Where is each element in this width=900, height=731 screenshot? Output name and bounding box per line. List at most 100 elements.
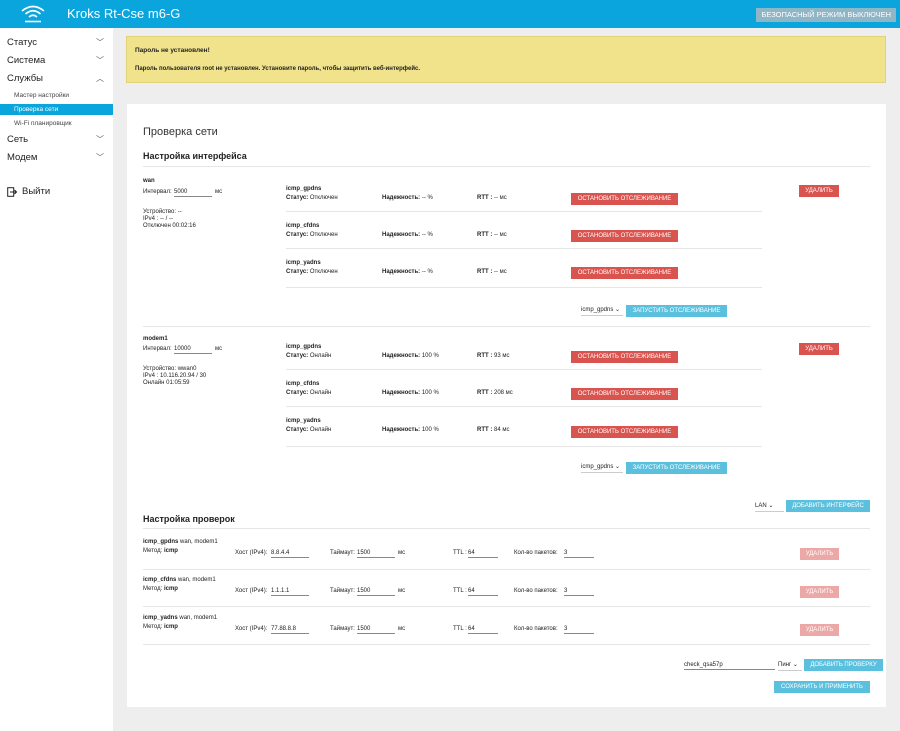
check-method: Метод: icmp bbox=[143, 586, 178, 592]
divider bbox=[286, 287, 762, 288]
save-apply-button[interactable]: СОХРАНИТЬ И ПРИМЕНИТЬ bbox=[774, 681, 870, 693]
host-label: Хост (IPv4): bbox=[235, 550, 268, 556]
check-name: icmp_gpdns bbox=[286, 344, 322, 350]
delete-check-button[interactable]: УДАЛИТЬ bbox=[800, 586, 839, 598]
check-reliability: Надежность: 100 % bbox=[382, 427, 439, 433]
host-input[interactable]: 77.88.8.8 bbox=[271, 625, 309, 634]
divider bbox=[143, 606, 870, 607]
divider bbox=[143, 326, 870, 327]
safe-mode-button[interactable]: БЕЗОПАСНЫЙ РЕЖИМ ВЫКЛЮЧЕН bbox=[756, 8, 896, 22]
iface-ipv4: IPv4 : 10.116.20.94 / 30 bbox=[143, 373, 207, 379]
check-method: Метод: icmp bbox=[143, 624, 178, 630]
divider bbox=[286, 211, 762, 212]
chevron-down-icon: ﹀ bbox=[96, 135, 104, 144]
check-status: Статус: Онлайн bbox=[286, 427, 332, 433]
check-name: icmp_gpdns bbox=[286, 186, 322, 192]
ttl-label: TTL : bbox=[453, 550, 467, 556]
add-iface-button[interactable]: ДОБАВИТЬ ИНТЕРФЕЙС bbox=[786, 500, 870, 512]
start-tracking-button[interactable]: ЗАПУСТИТЬ ОТСЛЕЖИВАНИЕ bbox=[626, 462, 727, 474]
delete-check-button[interactable]: УДАЛИТЬ bbox=[800, 548, 839, 560]
packets-input[interactable]: 3 bbox=[564, 549, 594, 558]
divider bbox=[286, 248, 762, 249]
sidebar-item-system[interactable]: Система ﹀ bbox=[0, 53, 113, 69]
iface-name: modem1 bbox=[143, 336, 168, 342]
iface-type-select[interactable]: LAN ⌄ bbox=[755, 501, 784, 512]
sidebar: Статус ﹀ Система ﹀ Службы ︿ Мастер настройк… bbox=[0, 28, 113, 731]
top-bar: Kroks Rt-Cse m6-G БЕЗОПАСНЫЙ РЕЖИМ ВЫКЛЮ… bbox=[0, 0, 900, 28]
stop-tracking-button[interactable]: ОСТАНОВИТЬ ОТСЛЕЖИВАНИЕ bbox=[571, 230, 678, 242]
chevron-down-icon: ⌄ bbox=[615, 464, 621, 470]
sidebar-item-status[interactable]: Статус ﹀ bbox=[0, 35, 113, 51]
check-status: Статус: Онлайн bbox=[286, 353, 332, 359]
sidebar-subitem-network-check[interactable]: Проверка сети bbox=[0, 104, 113, 115]
divider bbox=[143, 644, 870, 645]
ttl-input[interactable]: 64 bbox=[468, 549, 498, 558]
divider bbox=[286, 369, 762, 370]
stop-tracking-button[interactable]: ОСТАНОВИТЬ ОТСЛЕЖИВАНИЕ bbox=[571, 267, 678, 279]
divider bbox=[143, 569, 870, 570]
new-check-name-input[interactable]: check_qsa57p bbox=[684, 661, 775, 670]
start-tracking-button[interactable]: ЗАПУСТИТЬ ОТСЛЕЖИВАНИЕ bbox=[626, 305, 727, 317]
ms-unit: мс bbox=[398, 550, 406, 556]
check-rtt: RTT : 93 мс bbox=[477, 353, 510, 359]
delete-iface-button[interactable]: УДАЛИТЬ bbox=[799, 343, 839, 355]
host-input[interactable]: 8.8.4.4 bbox=[271, 549, 309, 558]
main-content: Пароль не установлен! Пароль пользовател… bbox=[113, 28, 900, 731]
check-status: Статус: Отключен bbox=[286, 269, 338, 275]
packets-input[interactable]: 3 bbox=[564, 587, 594, 596]
chevron-down-icon: ⌄ bbox=[768, 503, 774, 509]
check-status: Статус: Отключен bbox=[286, 232, 338, 238]
warning-title: Пароль не установлен! bbox=[135, 47, 210, 54]
delete-iface-button[interactable]: УДАЛИТЬ bbox=[799, 185, 839, 197]
check-select[interactable]: icmp_gpdns ⌄ bbox=[581, 462, 623, 473]
delete-check-button[interactable]: УДАЛИТЬ bbox=[800, 624, 839, 636]
add-check-button[interactable]: ДОБАВИТЬ ПРОВЕРКУ bbox=[804, 659, 883, 671]
interval-input[interactable]: 10000 bbox=[174, 345, 212, 354]
packets-input[interactable]: 3 bbox=[564, 625, 594, 634]
interval-input[interactable]: 5000 bbox=[174, 188, 212, 197]
stop-tracking-button[interactable]: ОСТАНОВИТЬ ОТСЛЕЖИВАНИЕ bbox=[571, 388, 678, 400]
check-select[interactable]: icmp_gpdns ⌄ bbox=[581, 305, 623, 316]
host-label: Хост (IPv4): bbox=[235, 588, 268, 594]
password-warning: Пароль не установлен! Пароль пользовател… bbox=[126, 36, 886, 83]
ms-unit: мс bbox=[215, 189, 223, 195]
iface-section-title: Настройка интерфейса bbox=[143, 151, 247, 161]
stop-tracking-button[interactable]: ОСТАНОВИТЬ ОТСЛЕЖИВАНИЕ bbox=[571, 351, 678, 363]
sidebar-subitem-wifi-scheduler[interactable]: Wi-Fi планировщик bbox=[14, 120, 72, 127]
timeout-label: Таймаут: bbox=[330, 626, 355, 632]
check-name: icmp_cfdns bbox=[286, 223, 320, 229]
check-type-select[interactable]: Пинг ⌄ bbox=[778, 660, 802, 671]
host-input[interactable]: 1.1.1.1 bbox=[271, 587, 309, 596]
iface-device: Устройство: -- bbox=[143, 209, 182, 215]
check-rtt: RTT : -- мс bbox=[477, 232, 507, 238]
check-title: icmp_gpdns wan, modem1 bbox=[143, 539, 218, 545]
packets-label: Кол-во пакетов: bbox=[514, 550, 558, 556]
ttl-label: TTL : bbox=[453, 626, 467, 632]
stop-tracking-button[interactable]: ОСТАНОВИТЬ ОТСЛЕЖИВАНИЕ bbox=[571, 193, 678, 205]
stop-tracking-button[interactable]: ОСТАНОВИТЬ ОТСЛЕЖИВАНИЕ bbox=[571, 426, 678, 438]
sidebar-item-services[interactable]: Службы ︿ bbox=[0, 71, 113, 87]
sidebar-subitem-wizard[interactable]: Мастер настройки bbox=[14, 92, 70, 99]
ms-unit: мс bbox=[215, 346, 223, 352]
sidebar-item-network[interactable]: Сеть ﹀ bbox=[0, 132, 113, 148]
check-name: icmp_cfdns bbox=[286, 381, 320, 387]
divider bbox=[143, 166, 870, 167]
ttl-input[interactable]: 64 bbox=[468, 625, 498, 634]
ttl-input[interactable]: 64 bbox=[468, 587, 498, 596]
check-reliability: Надежность: 100 % bbox=[382, 353, 439, 359]
check-method: Метод: icmp bbox=[143, 548, 178, 554]
logout-link[interactable]: Выйти bbox=[7, 186, 50, 197]
check-name: icmp_yadns bbox=[286, 418, 321, 424]
check-title: icmp_yadns wan, modem1 bbox=[143, 615, 218, 621]
packets-label: Кол-во пакетов: bbox=[514, 588, 558, 594]
timeout-input[interactable]: 1500 bbox=[357, 587, 395, 596]
timeout-input[interactable]: 1500 bbox=[357, 625, 395, 634]
divider bbox=[286, 446, 762, 447]
check-name: icmp_yadns bbox=[286, 260, 321, 266]
timeout-input[interactable]: 1500 bbox=[357, 549, 395, 558]
divider bbox=[143, 528, 870, 529]
sidebar-item-modem[interactable]: Модем ﹀ bbox=[0, 150, 113, 166]
chevron-down-icon: ﹀ bbox=[96, 38, 104, 47]
iface-uptime: Онлайн 01:05:59 bbox=[143, 380, 190, 386]
check-rtt: RTT : -- мс bbox=[477, 269, 507, 275]
